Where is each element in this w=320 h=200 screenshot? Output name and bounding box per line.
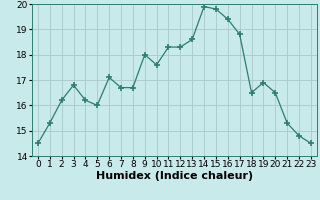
X-axis label: Humidex (Indice chaleur): Humidex (Indice chaleur) (96, 171, 253, 181)
